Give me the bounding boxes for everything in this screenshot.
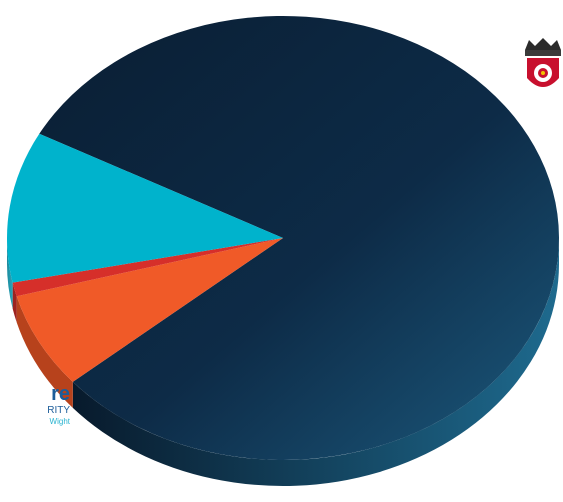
pie-slice-side-3 xyxy=(7,238,13,309)
pie-slice-3 xyxy=(7,133,284,283)
crest-logo-icon xyxy=(525,38,561,87)
pie-slice-side-0 xyxy=(72,238,559,486)
partner-logo-text: re RITY Wight xyxy=(0,384,70,426)
logo-line-1: re xyxy=(51,383,70,405)
pie-slice-side-2 xyxy=(12,282,17,323)
pie-slice-side-1 xyxy=(16,296,73,408)
pie-slice-2 xyxy=(12,238,283,297)
pie-slice-1 xyxy=(16,238,283,382)
pie-slice-0 xyxy=(39,16,560,461)
logo-line-3: Wight xyxy=(49,417,70,426)
logo-line-2: RITY xyxy=(47,405,70,416)
